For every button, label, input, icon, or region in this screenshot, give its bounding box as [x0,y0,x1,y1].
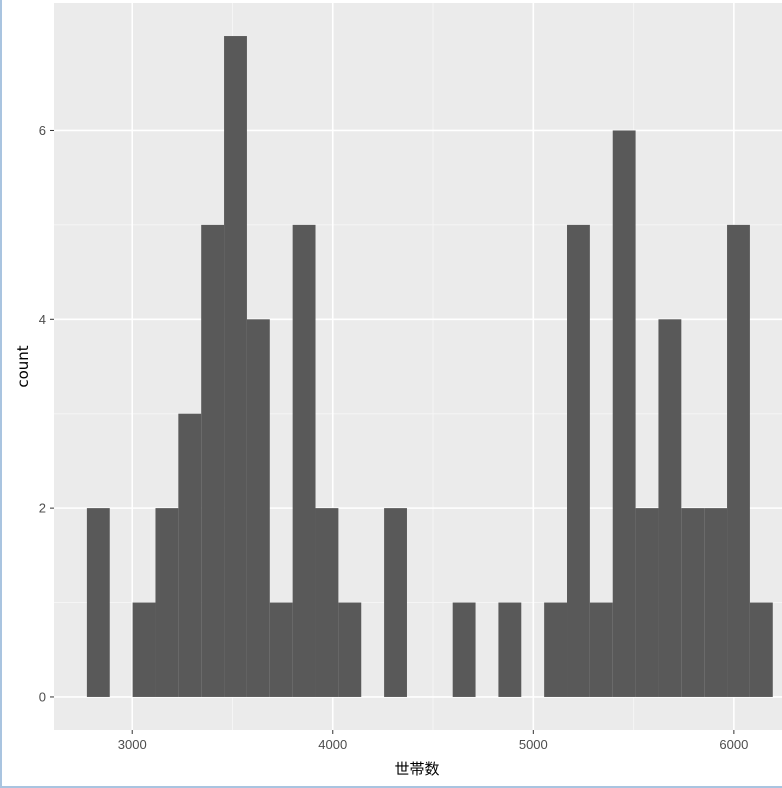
histogram-bar [658,319,682,697]
y-tick-label: 2 [39,501,46,516]
histogram-bar [612,130,636,697]
histogram-bar [155,508,179,697]
y-tick-label: 6 [39,123,46,138]
histogram-bar [178,413,202,697]
x-tick-label: 6000 [719,737,748,752]
x-axis: 3000 4000 5000 6000 [118,730,748,752]
histogram-bar [269,602,293,697]
histogram-bar [315,508,339,697]
histogram-bar [544,602,568,697]
histogram-bar [727,224,750,697]
histogram-bar [704,508,728,697]
histogram-bar [201,224,225,697]
histogram-bar [338,602,362,697]
histogram-bar [246,319,270,697]
y-tick-label: 4 [39,312,46,327]
histogram-bar [384,508,407,697]
histogram-bar [589,602,613,697]
histogram-bar [132,602,156,697]
histogram-bar [224,36,247,697]
histogram-bar [86,508,110,697]
histogram-bar [452,602,476,697]
histogram-bar [635,508,659,697]
histogram-bars [86,36,773,697]
histogram-bar [292,224,316,697]
histogram-bar [749,602,773,697]
histogram-bar [681,508,705,697]
y-axis: 0 2 4 6 [39,123,54,704]
histogram-bar [498,602,522,697]
x-tick-label: 4000 [318,737,347,752]
y-tick-label: 0 [39,689,46,704]
histogram-bar [567,224,590,697]
x-tick-label: 5000 [519,737,548,752]
y-axis-title: count [14,345,32,387]
x-tick-label: 3000 [118,737,147,752]
x-axis-title: 世帯数 [394,760,439,778]
